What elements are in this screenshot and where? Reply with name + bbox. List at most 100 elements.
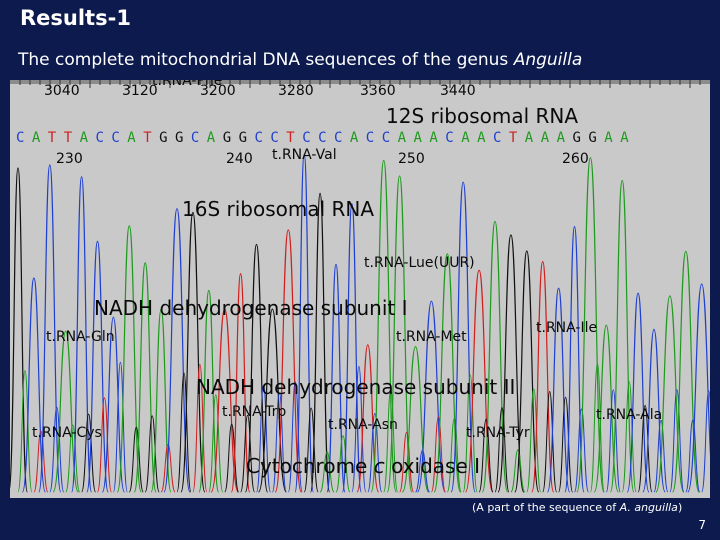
base-call-letter: A [80, 130, 89, 146]
gene-label-nd2: NADH dehydrogenase subunit II [196, 375, 516, 399]
gene-label-trna-phe: t.RNA-Phe [152, 80, 223, 89]
trace-peak-minor [430, 416, 446, 493]
base-call-letter: A [557, 130, 566, 146]
trace-peak [514, 250, 540, 493]
base-call-letter: G [573, 130, 581, 146]
trace-peak-minor [637, 404, 653, 493]
gene-label-trna-leu: t.RNA-Lue(UUR) [364, 255, 475, 271]
figure-caption: (A part of the sequence of A. anguilla) [472, 501, 682, 514]
trace-peak [86, 240, 109, 493]
trace-peak [341, 203, 362, 493]
trace-peak [546, 287, 571, 493]
trace-peak [38, 164, 62, 493]
trace-peak [481, 220, 509, 493]
trace-peak-minor [65, 424, 81, 493]
trace-peak [133, 262, 157, 493]
cox1-prefix: Cytochrome [246, 454, 374, 478]
caption-suffix: ) [677, 501, 683, 514]
trace-peak [326, 263, 346, 493]
trace-peak [576, 157, 605, 493]
gene-label-trna-tyr: t.RNA-Tyr [466, 425, 530, 441]
base-call-letter: A [461, 130, 470, 146]
trace-peak [609, 179, 635, 493]
trace-peak-minor [303, 407, 319, 493]
base-call-letter: C [493, 130, 501, 146]
gene-label-trna-ala: t.RNA-Ala [596, 407, 663, 423]
base-call-letter: C [334, 130, 342, 146]
base-call-letter: T [64, 130, 73, 146]
gene-label-trna-trp: t.RNA-Trp [222, 404, 287, 420]
gene-label-nd1: NADH dehydrogenase subunit I [94, 296, 408, 320]
trace-peak [230, 273, 251, 493]
trace-peak-minor [653, 419, 669, 493]
gene-label-12s-rrna: 12S ribosomal RNA [386, 104, 579, 128]
trace-peak-minor [192, 363, 208, 493]
base-call-letter: A [525, 130, 534, 146]
trace-peak-minor [510, 449, 526, 493]
trace-peak [210, 308, 239, 493]
trace-peak [180, 211, 206, 493]
base-call-letter: G [223, 130, 231, 146]
top-scale-ticks [19, 80, 701, 88]
trace-peak-minor [17, 369, 33, 493]
gene-label-cox1: Cytochrome c oxidase I [246, 456, 480, 476]
trace-peak-minor [33, 430, 49, 493]
scale-label: 3280 [278, 83, 314, 99]
trace-peak-minor [49, 406, 65, 493]
base-call-letter: A [414, 130, 423, 146]
base-call-letter: A [350, 130, 359, 146]
trace-peak-minor [685, 419, 701, 493]
base-call-letter: C [302, 130, 310, 146]
trace-peak-minor [224, 423, 240, 493]
trace-peak [386, 175, 413, 493]
trace-peak-minor [494, 406, 510, 493]
trace-peak-minor [574, 408, 589, 493]
trace-peak [244, 243, 269, 493]
trace-peak [274, 229, 302, 493]
scale-label: 3120 [122, 83, 158, 99]
base-call-letter: A [429, 130, 438, 146]
base-call-letter: C [191, 130, 199, 146]
base-call-letter: A [207, 130, 216, 146]
position-label: 260 [562, 151, 589, 167]
cox1-italic: c [373, 454, 385, 478]
trace-peak-minor [112, 361, 128, 493]
gene-label-16s-rrna: 16S ribosomal RNA [182, 197, 375, 221]
caption-prefix: (A part of the sequence of [472, 501, 620, 514]
scale-label: 3440 [440, 83, 476, 99]
base-call-letter: C [366, 130, 374, 146]
trace-peak [10, 167, 28, 493]
trace-peak-minor [383, 389, 399, 493]
trace-peaks [10, 153, 710, 493]
trace-peak-minor [367, 412, 383, 493]
gene-label-trna-asn: t.RNA-Asn [328, 417, 398, 433]
trace-peak-minor [558, 396, 574, 493]
cox1-suffix: oxidase I [384, 454, 481, 478]
base-call-letter: A [541, 130, 550, 146]
trace-peak [310, 192, 331, 493]
gene-label-trna-gln: t.RNA-Gln [46, 329, 115, 345]
trace-peak-minor [478, 418, 494, 493]
base-call-letter: C [270, 130, 278, 146]
trace-peak-minor [128, 426, 144, 493]
base-call-letter: A [604, 130, 613, 146]
trace-peak-minor [399, 431, 415, 493]
trace-peak [21, 277, 46, 493]
position-label: 250 [398, 151, 425, 167]
trace-peak-minor [621, 381, 637, 493]
trace-peak-minor [271, 392, 287, 493]
trace-peak [116, 225, 142, 493]
base-call-letter: C [255, 130, 263, 146]
trace-peak-minor [144, 415, 160, 493]
trace-peak-minor [335, 435, 351, 493]
trace-peak-minor [81, 413, 97, 493]
base-call-letter: T [509, 130, 518, 146]
position-label: 230 [56, 151, 83, 167]
gene-label-trna-val: t.RNA-Val [272, 147, 337, 163]
trace-peak [450, 181, 476, 493]
scale-label: 3360 [360, 83, 396, 99]
base-call-letter: G [159, 130, 167, 146]
gene-label-trna-ile: t.RNA-Ile [536, 320, 598, 336]
base-call-letter: T [143, 130, 152, 146]
base-call-letter: G [239, 130, 247, 146]
